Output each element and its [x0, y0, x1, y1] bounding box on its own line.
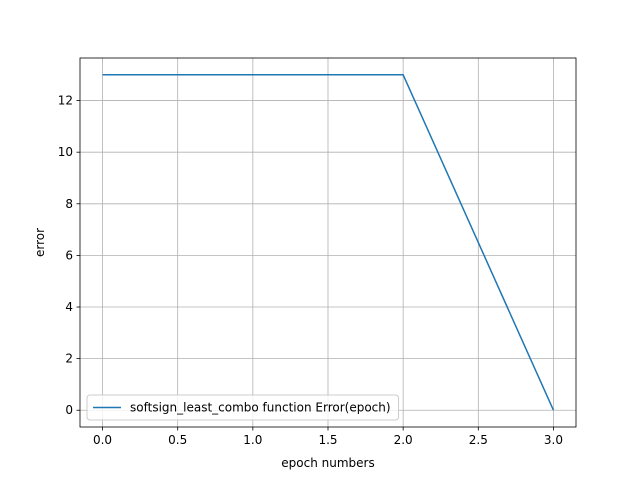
- x-tick-label: 2.0: [394, 433, 413, 447]
- x-tick-label: 1.5: [318, 433, 337, 447]
- legend: softsign_least_combo function Error(epoc…: [86, 394, 400, 421]
- series-line: [102, 74, 555, 411]
- legend-label: softsign_least_combo function Error(epoc…: [130, 401, 391, 415]
- y-tick-label: 10: [58, 145, 73, 159]
- x-tick-label: 0.5: [168, 433, 187, 447]
- y-tick-label: 4: [65, 300, 73, 314]
- y-tick-label: 12: [58, 94, 73, 108]
- y-tick-label: 2: [65, 352, 73, 366]
- x-axis: 0.0 0.5 1.0 1.5 2.0 2.5 3.0: [93, 427, 563, 447]
- x-tick-label: 3.0: [544, 433, 563, 447]
- x-tick-label: 1.0: [243, 433, 262, 447]
- y-tick-label: 0: [65, 403, 73, 417]
- x-tick-label: 0.0: [93, 433, 112, 447]
- x-axis-label: epoch numbers: [281, 456, 374, 470]
- y-tick-label: 6: [65, 248, 73, 262]
- y-tick-label: 8: [65, 197, 73, 211]
- legend-box: [86, 394, 400, 421]
- x-tick-label: 2.5: [469, 433, 488, 447]
- y-axis: 0 2 4 6 8 10 12: [58, 94, 80, 417]
- y-axis-label: error: [33, 228, 47, 257]
- series-layer: [102, 74, 555, 411]
